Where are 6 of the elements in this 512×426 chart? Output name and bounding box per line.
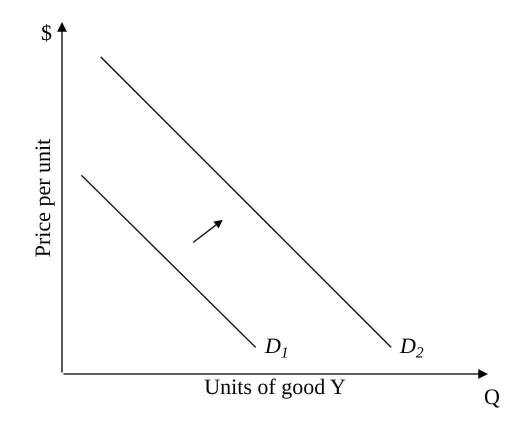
y-axis-title: Price per unit xyxy=(30,138,55,258)
text: Q xyxy=(484,384,500,409)
text: $ xyxy=(41,20,52,45)
x-axis-title: Units of good Y xyxy=(204,374,346,399)
series-label: D$_{1}$ xyxy=(264,333,289,362)
series-label: D$_{2}$ xyxy=(399,333,424,362)
